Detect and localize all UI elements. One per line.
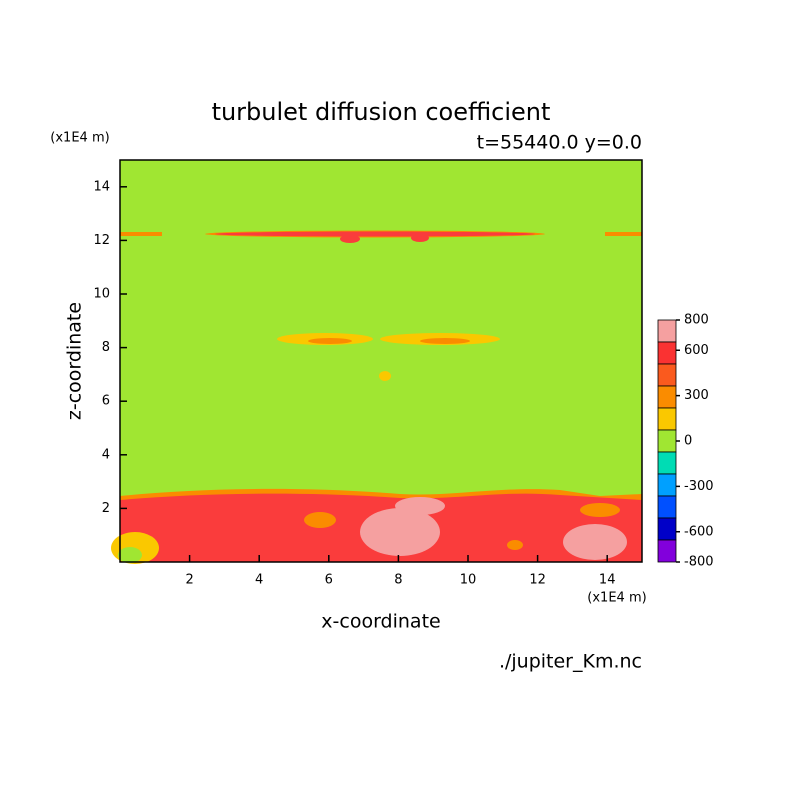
contour-region <box>580 503 620 517</box>
colorbar-box <box>657 495 677 519</box>
contour-region <box>379 371 391 381</box>
colorbar-box <box>657 473 677 497</box>
contour-region <box>304 512 336 528</box>
x-tick-label: 6 <box>325 573 333 588</box>
y-tick-label: 10 <box>93 287 110 302</box>
y-tick-label: 2 <box>102 501 110 516</box>
colorbar-tick-label: -800 <box>684 555 714 570</box>
colorbar-box <box>657 517 677 541</box>
colorbar-tick-label: 800 <box>684 313 709 328</box>
contour-field <box>111 160 642 564</box>
colorbar-box <box>657 341 677 365</box>
contour-region <box>120 232 162 236</box>
colorbar-box <box>657 385 677 409</box>
x-tick-label: 12 <box>529 573 546 588</box>
contour-region <box>360 508 440 556</box>
contour-region <box>420 338 470 344</box>
colorbar-box <box>657 319 677 343</box>
y-tick-label: 6 <box>102 394 110 409</box>
chart-title: turbulet diffusion coefficient <box>212 98 551 126</box>
colorbar-tick-label: -600 <box>684 524 714 539</box>
y-tick-label: 14 <box>93 179 110 194</box>
contour-region <box>411 234 429 242</box>
colorbar-box <box>657 539 677 563</box>
contour-region <box>308 338 352 344</box>
colorbar-tick-label: 300 <box>684 388 709 403</box>
subtitle: t=55440.0 y=0.0 <box>477 132 642 154</box>
y-unit: (x1E4 m) <box>50 131 109 146</box>
contour-region <box>215 231 535 237</box>
y-tick-label: 12 <box>93 233 110 248</box>
colorbar-box <box>657 407 677 431</box>
x-unit: (x1E4 m) <box>587 591 646 606</box>
contour-region <box>118 547 142 563</box>
colorbar-box <box>657 363 677 387</box>
contour-region <box>507 540 523 550</box>
plot-frame <box>119 159 643 563</box>
y-tick-label: 8 <box>102 340 110 355</box>
x-tick-label: 14 <box>599 573 616 588</box>
source: ./jupiter_Km.nc <box>499 651 642 673</box>
x-tick-label: 8 <box>394 573 402 588</box>
colorbar-box <box>657 451 677 475</box>
x-tick-label: 2 <box>185 573 193 588</box>
x-axis-label: x-coordinate <box>321 611 440 633</box>
contour-region <box>563 524 627 560</box>
y-axis-label: z-coordinate <box>64 302 86 420</box>
contour-region <box>395 497 445 515</box>
colorbar-box <box>657 429 677 453</box>
contour-region <box>340 235 360 243</box>
x-tick-label: 4 <box>255 573 263 588</box>
colorbar-tick-label: 0 <box>684 434 692 449</box>
colorbar-tick-label: -300 <box>684 479 714 494</box>
x-tick-label: 10 <box>460 573 477 588</box>
contour-region <box>605 232 642 236</box>
y-tick-label: 4 <box>102 447 110 462</box>
colorbar-tick-label: 600 <box>684 343 709 358</box>
